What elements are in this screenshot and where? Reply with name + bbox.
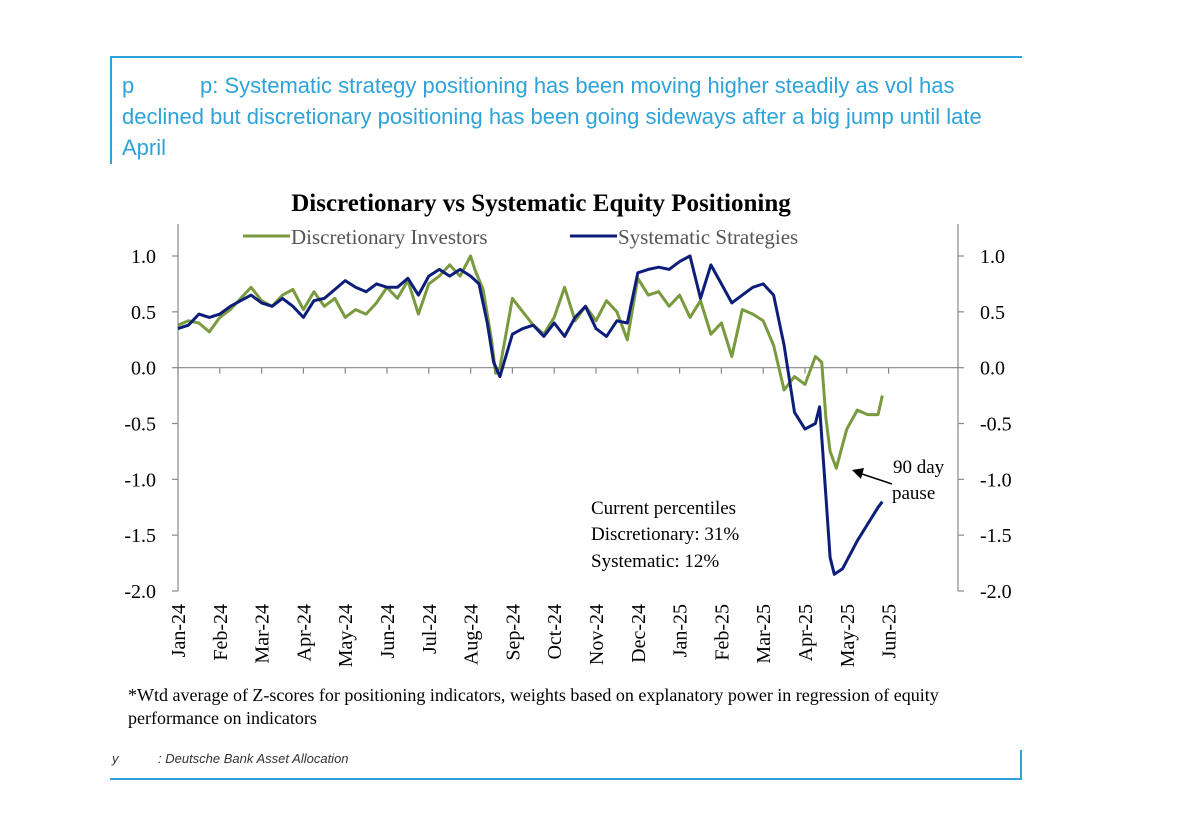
percentiles-annotation: Current percentiles Discretionary: 31% S… <box>591 498 739 572</box>
event-label-line2: pause <box>892 483 935 504</box>
legend-label-discretionary: Discretionary Investors <box>291 225 488 249</box>
event-arrow-head <box>852 468 864 479</box>
left-y-tick-label: -2.0 <box>124 581 156 603</box>
x-tick-label: Mar-25 <box>753 604 775 664</box>
left-y-tick-label: -1.5 <box>124 525 156 547</box>
x-tick-label: Aug-24 <box>461 604 483 665</box>
x-tick-label: May-25 <box>837 604 859 667</box>
frame-left-border <box>110 56 112 164</box>
frame-right-border <box>1020 750 1022 780</box>
x-tick-label: Dec-24 <box>628 604 650 663</box>
x-tick-label: Jan-25 <box>670 604 692 657</box>
discretionary-investors-line <box>177 254 884 470</box>
right-y-tick-label: 0.5 <box>980 302 1005 324</box>
source-label: : Deutsche Bank Asset Allocation <box>158 751 349 766</box>
event-label-line1: 90 day <box>893 457 945 478</box>
left-y-tick-label: -1.0 <box>124 469 156 491</box>
right-y-tick-label: 1.0 <box>980 246 1005 268</box>
right-y-tick-label: -1.5 <box>980 525 1012 547</box>
right-y-axis-ticks: 1.0 0.5 0.0 -0.5 -1.0 -1.5 -2.0 <box>958 246 1012 603</box>
x-tick-label: Apr-24 <box>293 604 315 661</box>
x-tick-label: Apr-25 <box>795 604 817 661</box>
x-tick-label: Sep-24 <box>502 604 524 661</box>
x-tick-label: Jul-24 <box>419 604 441 654</box>
x-tick-label: Mar-24 <box>252 604 274 664</box>
frame-top-border <box>110 56 1022 58</box>
percentiles-discretionary: Discretionary: 31% <box>591 524 739 545</box>
headline: p p: Systematic strategy positioning has … <box>122 70 1012 163</box>
x-tick-label: Oct-24 <box>544 604 566 660</box>
left-y-tick-label: 0.5 <box>131 302 156 324</box>
legend-label-systematic: Systematic Strategies <box>618 225 798 249</box>
systematic-strategies-line <box>177 254 884 576</box>
chart-legend: Discretionary Investors Systematic Strat… <box>243 225 798 249</box>
x-tick-label: Jun-24 <box>377 604 399 658</box>
x-tick-label: May-24 <box>335 604 357 667</box>
right-y-tick-label: 0.0 <box>980 358 1005 380</box>
right-y-tick-label: -2.0 <box>980 581 1012 603</box>
chart-footnote: *Wtd average of Z-scores for positioning… <box>128 685 939 728</box>
x-tick-label: Nov-24 <box>586 604 608 665</box>
left-y-tick-label: 0.0 <box>131 358 156 380</box>
source-prefix: y <box>112 751 119 766</box>
x-tick-label: Feb-24 <box>210 604 232 661</box>
event-arrow-shaft <box>861 473 893 485</box>
headline-text: p: Systematic strategy positioning has b… <box>122 73 982 160</box>
left-y-tick-label: -0.5 <box>124 414 156 436</box>
headline-prefix: p <box>122 73 135 98</box>
x-tick-label: Jan-24 <box>168 604 190 657</box>
series-lines <box>177 254 884 576</box>
x-tick-label: Feb-25 <box>711 604 733 661</box>
x-axis-ticks: Jan-24 Feb-24 Mar-24 Apr-24 May-24 Jun-24 Jul-… <box>168 367 901 667</box>
chart-title: Discretionary vs Systematic Equity Posit… <box>291 190 791 217</box>
percentiles-heading: Current percentiles <box>591 498 736 519</box>
ninety-day-pause-annotation: 90 day pause <box>852 457 945 504</box>
x-tick-label: Jun-25 <box>879 604 901 658</box>
left-y-axis-ticks: 1.0 0.5 0.0 -0.5 -1.0 -1.5 -2.0 <box>124 246 178 603</box>
percentiles-systematic: Systematic: 12% <box>591 551 719 572</box>
chart-axes <box>177 224 959 591</box>
frame-bottom-border <box>110 778 1022 780</box>
right-y-tick-label: -1.0 <box>980 469 1012 491</box>
left-y-tick-label: 1.0 <box>131 246 156 268</box>
right-y-tick-label: -0.5 <box>980 414 1012 436</box>
